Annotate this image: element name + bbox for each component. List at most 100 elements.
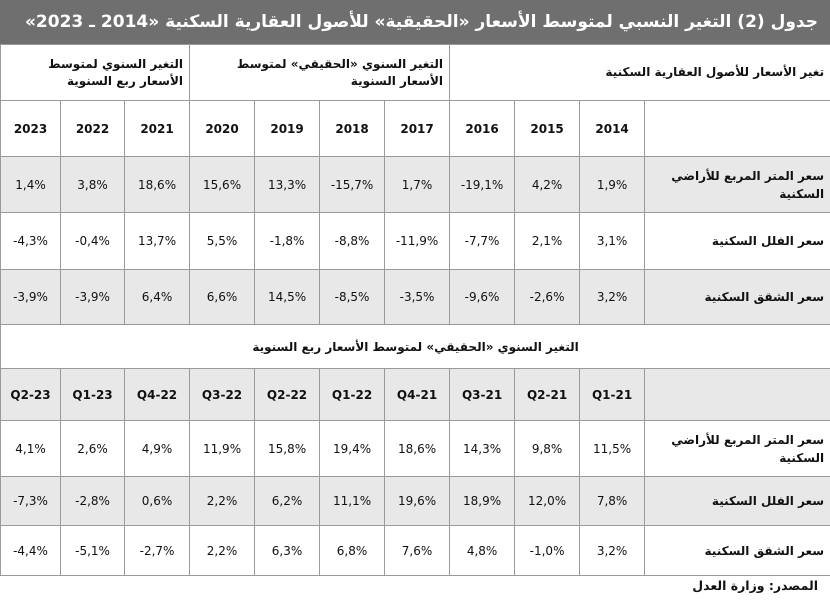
value-cell: 3,8% [60,156,126,213]
table-row: سعر الفلل السكنية 3,1% 2,1% -7,7% -11,9%… [0,212,830,270]
quarter-header: Q2-22 [254,368,321,421]
value-cell: -9,6% [449,269,516,325]
value-cell: 3,2% [579,525,646,576]
year-header: 2017 [384,100,451,157]
value-cell: 7,8% [579,476,646,526]
value-cell: 12,0% [514,476,581,526]
value-cell: 6,6% [189,269,256,325]
row-label: سعر الشقق السكنية [644,525,830,576]
quarter-header: Q2-23 [0,368,62,421]
value-cell: -0,4% [60,212,126,270]
value-cell: 6,4% [124,269,191,325]
value-cell: 19,4% [319,420,386,477]
value-cell: -4,3% [0,212,62,270]
section-title-row: التغير السنوي «الحقيقي» لمتوسط الأسعار ر… [0,324,830,369]
row-label: سعر المتر المربع للأراضي السكنية [644,156,830,213]
value-cell: 18,9% [449,476,516,526]
value-cell: 19,6% [384,476,451,526]
quarter-section-title: التغير السنوي «الحقيقي» لمتوسط الأسعار ر… [0,324,830,369]
value-cell: 15,6% [189,156,256,213]
row-label-header [644,100,830,157]
value-cell: -8,8% [319,212,386,270]
year-header: 2020 [189,100,256,157]
group-price-change: تغير الأسعار للأصول العقارية السكنية [449,44,830,101]
value-cell: 6,3% [254,525,321,576]
value-cell: 2,2% [189,525,256,576]
quarter-header: Q4-22 [124,368,191,421]
year-header: 2014 [579,100,646,157]
value-cell: -7,7% [449,212,516,270]
year-header: 2021 [124,100,191,157]
year-header: 2022 [60,100,126,157]
row-label: سعر الفلل السكنية [644,476,830,526]
row-label: سعر الشقق السكنية [644,269,830,325]
value-cell: 4,8% [449,525,516,576]
value-cell: 3,1% [579,212,646,270]
quarter-header: Q2-21 [514,368,581,421]
table-title: جدول (2) التغير النسبي لمتوسط الأسعار «ا… [0,0,830,44]
value-cell: -11,9% [384,212,451,270]
value-cell: -2,8% [60,476,126,526]
price-change-table: تغير الأسعار للأصول العقارية السكنية الت… [0,44,830,576]
row-label-header [644,368,830,421]
value-cell: -3,9% [0,269,62,325]
quarter-header: 22-Q1 [319,368,386,421]
value-cell: 1,4% [0,156,62,213]
quarter-header: Q1-21 [579,368,646,421]
table-row: سعر الشقق السكنية 3,2% -2,6% -9,6% -3,5%… [0,269,830,325]
value-cell: -4,4% [0,525,62,576]
value-cell: 4,1% [0,420,62,477]
value-cell: 14,3% [449,420,516,477]
value-cell: 11,5% [579,420,646,477]
group-annual-real-change: التغير السنوي «الحقيقي» لمتوسط الأسعار ا… [189,44,451,101]
year-header: 2016 [449,100,516,157]
value-cell: 13,7% [124,212,191,270]
group-header-row: تغير الأسعار للأصول العقارية السكنية الت… [0,44,830,101]
value-cell: 1,7% [384,156,451,213]
quarter-header: Q1-23 [60,368,126,421]
value-cell: 1,9% [579,156,646,213]
value-cell: -1,8% [254,212,321,270]
year-header: 2018 [319,100,386,157]
quarter-header: 21-Q3 [449,368,516,421]
value-cell: 2,6% [60,420,126,477]
value-cell: -5,1% [60,525,126,576]
value-cell: 4,2% [514,156,581,213]
value-cell: 18,6% [124,156,191,213]
row-label: سعر المتر المربع للأراضي السكنية [644,420,830,477]
table-row: سعر الشقق السكنية 3,2% -1,0% 4,8% 7,6% 6… [0,525,830,576]
value-cell: 11,9% [189,420,256,477]
value-cell: -15,7% [319,156,386,213]
year-header: 2023 [0,100,62,157]
value-cell: -2,7% [124,525,191,576]
value-cell: 15,8% [254,420,321,477]
value-cell: 9,8% [514,420,581,477]
value-cell: 3,2% [579,269,646,325]
value-cell: -19,1% [449,156,516,213]
quarters-header-row: Q1-21 Q2-21 21-Q3 21-Q4 22-Q1 Q2-22 Q3-2… [0,368,830,421]
year-header: 2015 [514,100,581,157]
table-row: سعر الفلل السكنية 7,8% 12,0% 18,9% 19,6%… [0,476,830,526]
quarter-header: Q3-22 [189,368,256,421]
value-cell: 6,2% [254,476,321,526]
value-cell: 2,1% [514,212,581,270]
value-cell: 6,8% [319,525,386,576]
table-row: سعر المتر المربع للأراضي السكنية 11,5% 9… [0,420,830,477]
quarter-header: 21-Q4 [384,368,451,421]
value-cell: -3,9% [60,269,126,325]
value-cell: 18,6% [384,420,451,477]
value-cell: 11,1% [319,476,386,526]
years-header-row: 2014 2015 2016 2017 2018 2019 2020 2021 … [0,100,830,157]
value-cell: 0,6% [124,476,191,526]
value-cell: 7,6% [384,525,451,576]
value-cell: 14,5% [254,269,321,325]
source-note: المصدر: وزارة العدل [692,578,818,593]
value-cell: -1,0% [514,525,581,576]
row-label: سعر الفلل السكنية [644,212,830,270]
value-cell: 5,5% [189,212,256,270]
value-cell: 13,3% [254,156,321,213]
year-header: 2019 [254,100,321,157]
value-cell: 2,2% [189,476,256,526]
value-cell: -3,5% [384,269,451,325]
